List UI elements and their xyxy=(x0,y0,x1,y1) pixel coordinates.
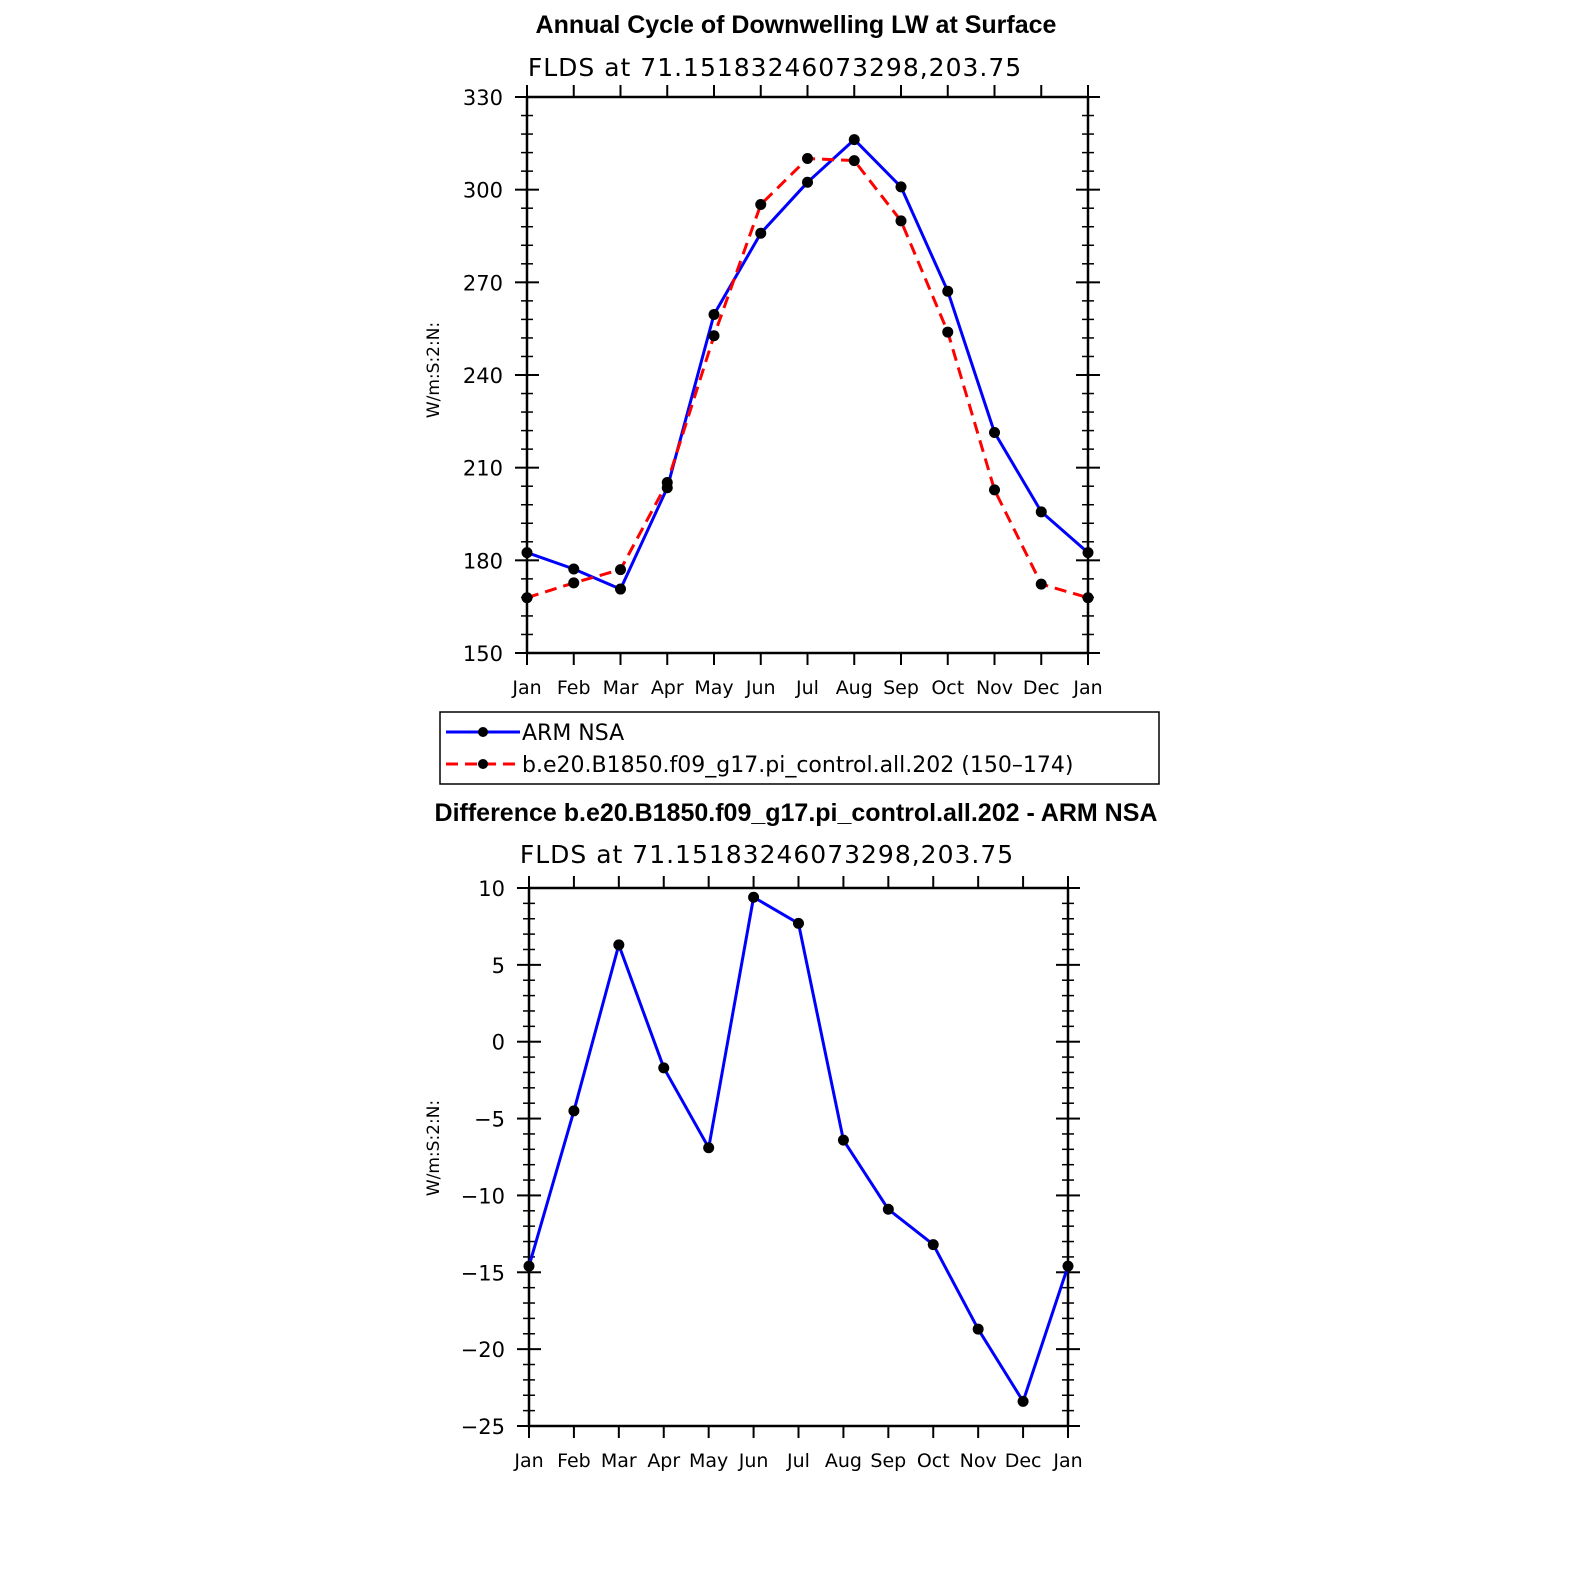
data-point xyxy=(658,1062,670,1074)
x-tick-label: Jul xyxy=(786,1450,810,1472)
data-point xyxy=(942,326,954,338)
legend-arm-marker xyxy=(478,727,488,737)
y-tick-label: 5 xyxy=(492,954,505,978)
data-point xyxy=(568,1105,580,1117)
y-tick-label: −15 xyxy=(461,1261,505,1285)
x-tick-label: May xyxy=(694,677,733,699)
data-point xyxy=(895,181,907,193)
x-tick-label: Jun xyxy=(738,1450,769,1472)
data-point xyxy=(793,917,804,929)
x-tick-label: Jan xyxy=(511,677,541,699)
data-point xyxy=(1035,506,1047,518)
legend-label-model: b.e20.B1850.f09_g17.pi_control.all.202 (… xyxy=(522,753,1073,778)
data-point xyxy=(568,563,580,575)
data-point xyxy=(942,285,954,297)
x-tick-label: Aug xyxy=(836,677,873,699)
y-tick-label: 10 xyxy=(478,877,505,901)
x-tick-label: Oct xyxy=(931,677,964,699)
x-tick-label: Jun xyxy=(745,677,776,699)
x-tick-label: Dec xyxy=(1023,677,1060,699)
x-tick-label: Nov xyxy=(976,677,1013,699)
x-tick-label: Jan xyxy=(513,1450,543,1472)
annual-cycle-chart: Annual Cycle of Downwelling LW at Surfac… xyxy=(424,11,1103,699)
data-point xyxy=(989,426,1000,438)
difference-chart: Difference b.e20.B1850.f09_g17.pi_contro… xyxy=(424,799,1157,1472)
y-tick-label: 240 xyxy=(463,364,503,388)
x-tick-label: Nov xyxy=(960,1450,997,1472)
data-point xyxy=(708,308,720,320)
data-point xyxy=(615,564,626,576)
data-point xyxy=(1062,1260,1074,1272)
y-tick-label: −20 xyxy=(461,1338,505,1362)
y-tick-label: 330 xyxy=(463,86,503,110)
data-point xyxy=(972,1323,984,1335)
y-tick-label: 150 xyxy=(463,642,503,666)
data-point xyxy=(703,1142,715,1154)
data-point xyxy=(1017,1395,1029,1407)
y-tick-label: 180 xyxy=(463,549,503,573)
data-point xyxy=(521,592,533,604)
x-tick-label: Jan xyxy=(1072,677,1102,699)
x-tick-label: Aug xyxy=(825,1450,862,1472)
x-tick-label: May xyxy=(689,1450,728,1472)
x-tick-label: Sep xyxy=(870,1450,906,1472)
legend-box xyxy=(439,711,1160,785)
y-tick-label: 270 xyxy=(463,271,503,295)
chart-title: Annual Cycle of Downwelling LW at Surfac… xyxy=(536,11,1057,39)
data-point xyxy=(615,583,626,595)
series-line-1 xyxy=(526,157,1089,600)
data-point xyxy=(989,484,1000,496)
x-tick-label: Jul xyxy=(795,677,819,699)
plot-area: Jan Feb Mar Apr May Jun Jul Aug Sep Oct Nov Dec Jan−… xyxy=(461,876,1083,1472)
y-tick-label: 210 xyxy=(463,457,503,481)
data-point xyxy=(895,215,907,227)
y-tick-label: −5 xyxy=(474,1108,505,1132)
chart-subtitle: FLDS at 71.15183246073298,203.75 xyxy=(520,840,1014,869)
data-point xyxy=(661,476,673,488)
data-point xyxy=(837,1134,849,1146)
x-tick-label: Feb xyxy=(557,1450,591,1472)
x-tick-label: Feb xyxy=(557,677,591,699)
data-point xyxy=(613,939,625,951)
legend-model-marker xyxy=(478,759,488,769)
data-point xyxy=(755,227,767,239)
data-point xyxy=(927,1239,939,1251)
data-point xyxy=(521,547,533,559)
x-tick-label: Jan xyxy=(1052,1450,1082,1472)
data-point xyxy=(1082,592,1094,604)
y-tick-label: −25 xyxy=(461,1415,505,1439)
chart-subtitle: FLDS at 71.15183246073298,203.75 xyxy=(528,53,1022,82)
x-tick-label: Oct xyxy=(917,1450,950,1472)
data-point xyxy=(523,1260,535,1272)
y-axis-label: W/m:S:2:N: xyxy=(424,1100,444,1196)
data-point xyxy=(748,891,760,903)
x-tick-label: Mar xyxy=(603,677,639,699)
y-tick-label: 300 xyxy=(463,179,503,203)
data-point xyxy=(848,155,860,167)
plot-area: Jan Feb Mar Apr May Jun Jul Aug Sep Oct Nov Dec Jan 1… xyxy=(463,85,1103,699)
data-point xyxy=(802,152,813,164)
series-line-0 xyxy=(527,895,1070,1403)
x-tick-label: Dec xyxy=(1005,1450,1042,1472)
x-tick-label: Sep xyxy=(883,677,919,699)
data-point xyxy=(568,577,580,589)
data-point xyxy=(802,176,813,188)
x-tick-label: Apr xyxy=(651,677,684,699)
chart-title: Difference b.e20.B1850.f09_g17.pi_contro… xyxy=(435,799,1158,827)
legend-label-arm: ARM NSA xyxy=(522,721,624,746)
data-point xyxy=(755,198,767,210)
y-tick-label: −10 xyxy=(461,1184,505,1208)
x-tick-label: Mar xyxy=(601,1450,637,1472)
data-point xyxy=(882,1203,894,1215)
data-point xyxy=(1082,547,1094,559)
y-axis-label: W/m:S:2:N: xyxy=(424,322,444,418)
data-point xyxy=(708,330,720,342)
series-line-0 xyxy=(526,138,1089,591)
data-point xyxy=(848,134,860,146)
legend: ARM NSA b.e20.B1850.f09_g17.pi_control.a… xyxy=(439,711,1160,785)
y-tick-label: 0 xyxy=(492,1031,505,1055)
x-tick-label: Apr xyxy=(647,1450,680,1472)
data-point xyxy=(1035,578,1047,590)
